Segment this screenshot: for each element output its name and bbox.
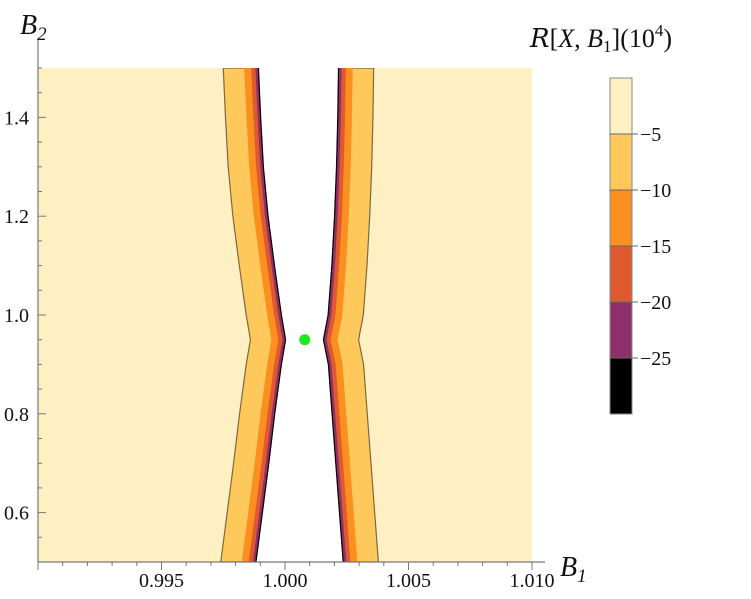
axes: 0.995 1.000 1.005 1.010 0.6 0.8 1.0 1.2 1.4: [4, 40, 555, 592]
colorbar-block-3: [610, 190, 632, 246]
colorbar-block-5: [610, 302, 632, 358]
x-tick-label: 1.010: [510, 570, 555, 592]
y-axis-label: B2: [20, 10, 47, 45]
colorbar-label: −5: [640, 124, 661, 146]
plot-area: [38, 68, 532, 562]
y-tick-label: 1.0: [4, 305, 29, 327]
contour-band-left-2: [252, 68, 287, 562]
colorbar-block-6: [610, 358, 632, 414]
colorbar: −25 −20 −15 −10 −5: [609, 77, 671, 415]
colorbar-block-4: [610, 246, 632, 302]
y-tick-label: 1.2: [4, 206, 29, 228]
x-tick-label: 0.995: [139, 570, 184, 592]
colorbar-title: R[X, B1](104): [529, 21, 672, 56]
x-tick-label: 1.000: [263, 570, 308, 592]
x-tick-label: 1.005: [386, 570, 431, 592]
colorbar-label: −20: [640, 292, 671, 314]
y-tick-label: 0.8: [4, 404, 29, 426]
colorbar-label: −25: [640, 348, 671, 370]
colorbar-label: −15: [640, 236, 671, 258]
excluded-region: [256, 68, 343, 562]
contour-band-right-4: [322, 68, 358, 562]
y-tick-label: 1.4: [4, 107, 29, 129]
colorbar-label: −10: [640, 180, 671, 202]
colorbar-block-1: [610, 78, 632, 134]
y-tick-label: 0.6: [4, 503, 29, 525]
colorbar-block-2: [610, 134, 632, 190]
marker-point: [299, 334, 311, 346]
contour-band-left-4: [241, 68, 287, 562]
x-axis-label: B1: [560, 552, 587, 587]
